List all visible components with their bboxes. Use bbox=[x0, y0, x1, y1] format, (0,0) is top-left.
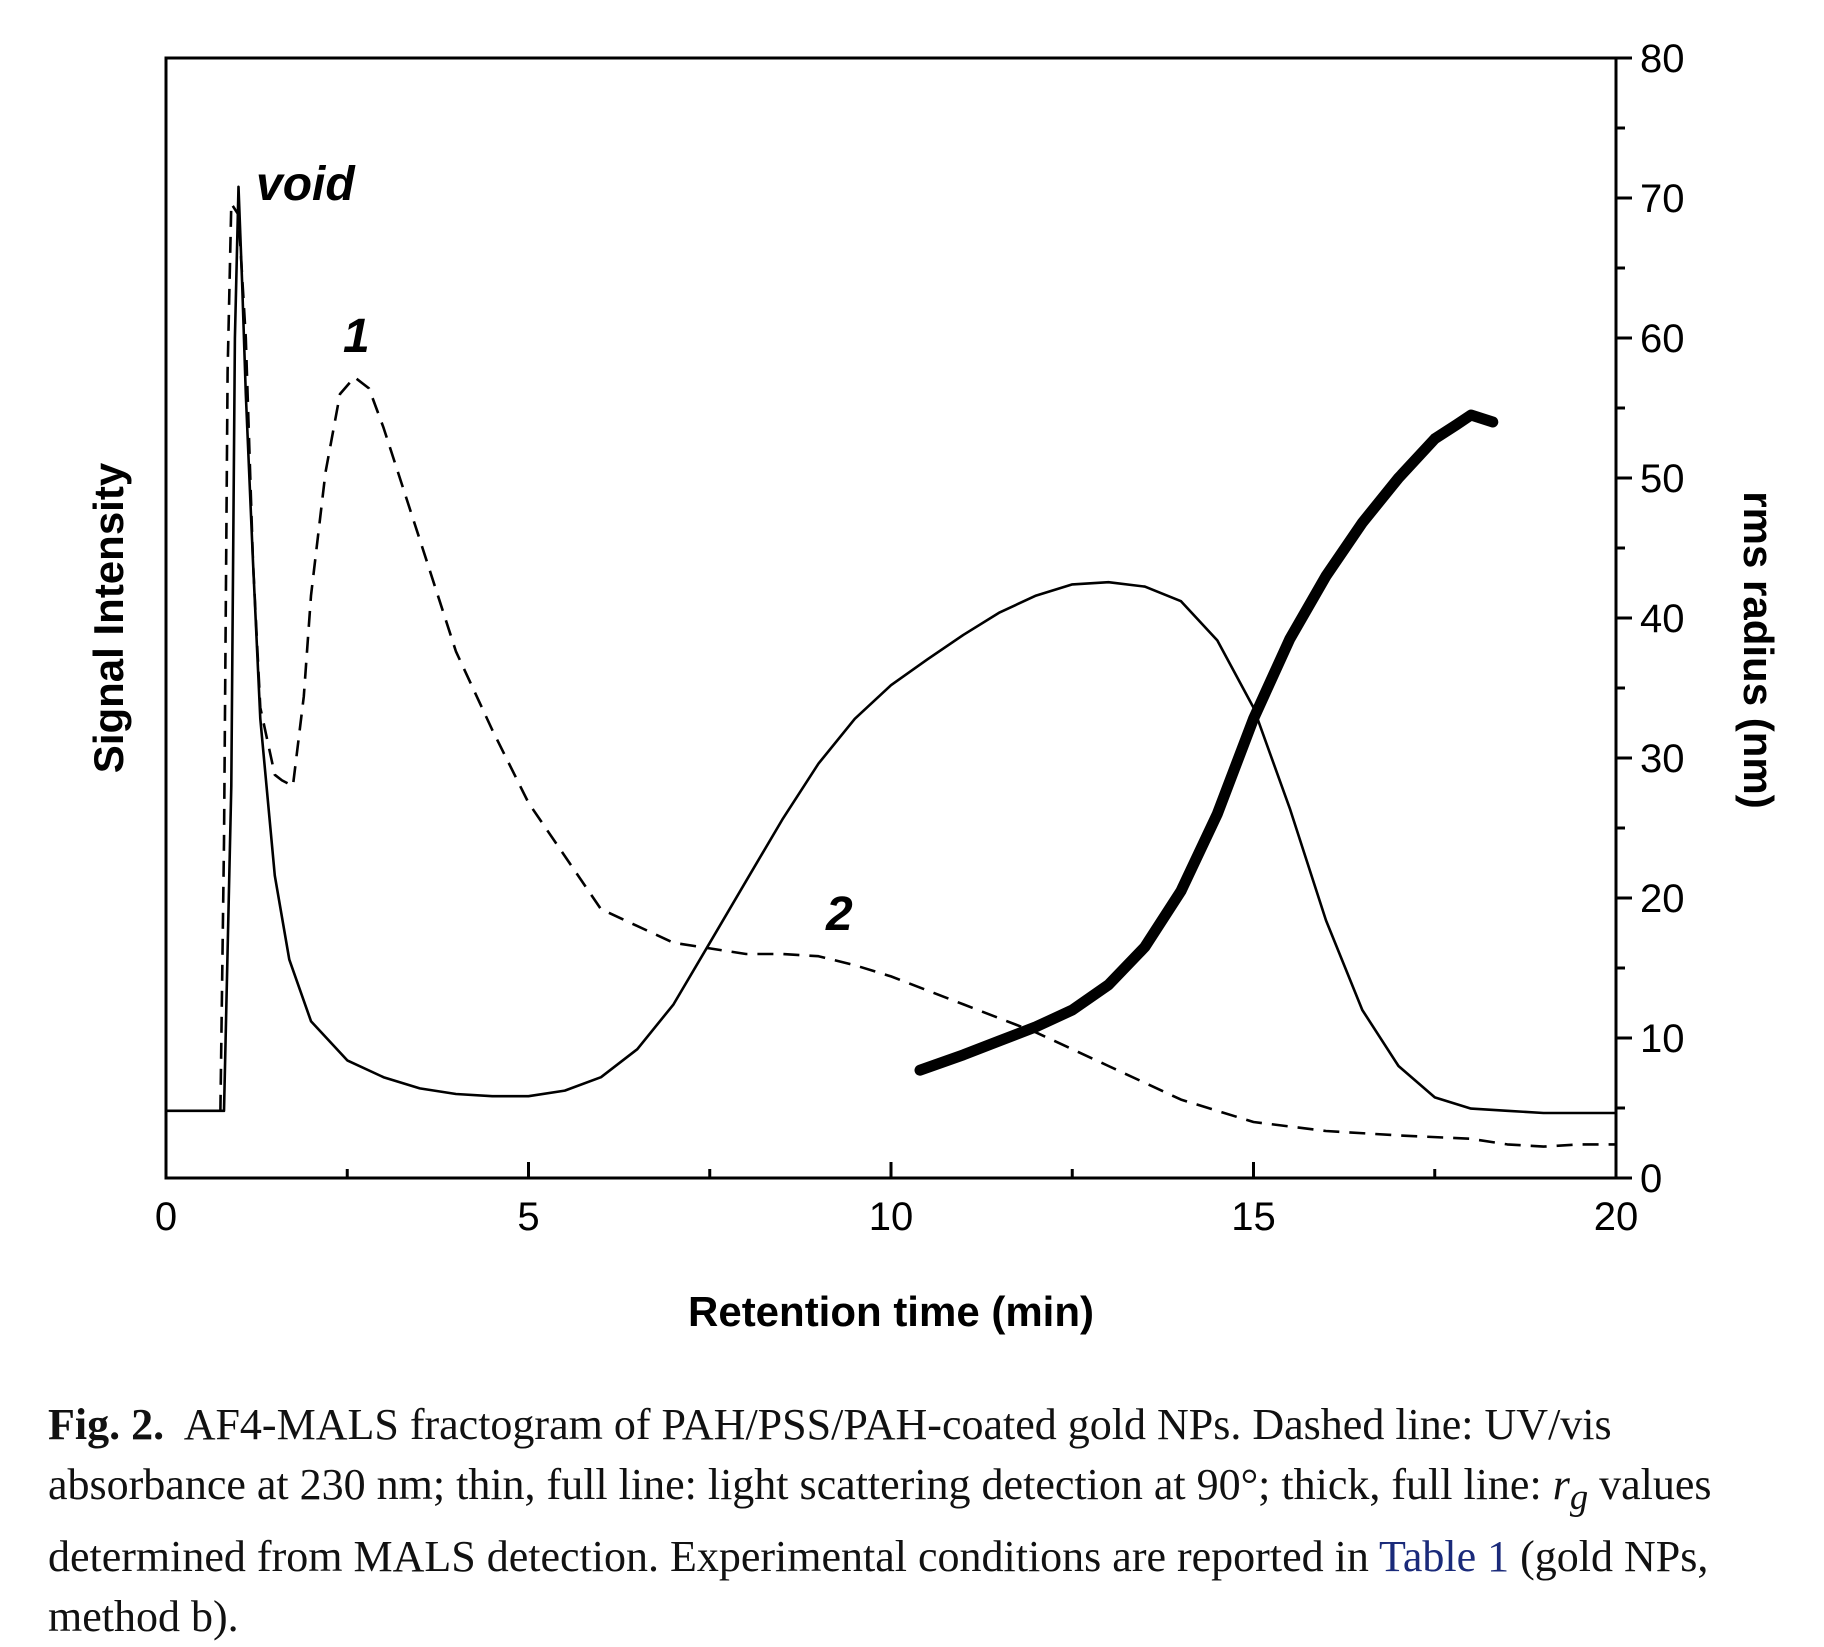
caption-text-3: (gold NPs, method b). bbox=[48, 1531, 1709, 1641]
annotation-void: void bbox=[256, 158, 356, 211]
x-tick-label: 20 bbox=[1594, 1195, 1639, 1239]
y2-tick-label: 80 bbox=[1640, 37, 1685, 81]
x-tick-label: 0 bbox=[155, 1195, 177, 1239]
chart: 0 5 10 15 20 0 10 20 30 40 50 60 70 80 void 1 2 Rete… bbox=[85, 37, 1782, 1335]
y2-tick-label: 50 bbox=[1640, 457, 1685, 501]
y2-tick-label: 30 bbox=[1640, 737, 1685, 781]
series-layer bbox=[166, 185, 1616, 1148]
y2-tick-label: 10 bbox=[1640, 1017, 1685, 1061]
y2-axis-label: rms radius (nm) bbox=[1735, 491, 1782, 808]
y-axis-label: Signal Intensity bbox=[85, 462, 132, 773]
caption-rg-subscript: g bbox=[1569, 1475, 1589, 1517]
plot-frame bbox=[164, 56, 1618, 1180]
x-tick-label: 10 bbox=[869, 1195, 914, 1239]
annotation-1: 1 bbox=[343, 310, 370, 363]
figure-caption: Fig. 2. AF4-MALS fractogram of PAH/PSS/P… bbox=[48, 1395, 1788, 1647]
y2-axis-ticks: 0 10 20 30 40 50 60 70 80 bbox=[1616, 37, 1685, 1201]
caption-text-2: values determined from MALS detection. E… bbox=[48, 1460, 1712, 1581]
x-axis-label: Retention time (min) bbox=[688, 1288, 1094, 1335]
caption-table-link[interactable]: Table 1 bbox=[1379, 1531, 1510, 1581]
x-tick-label: 15 bbox=[1231, 1195, 1276, 1239]
y2-tick-label: 70 bbox=[1640, 177, 1685, 221]
annotation-2: 2 bbox=[825, 888, 853, 941]
y2-tick-label: 60 bbox=[1640, 317, 1685, 361]
caption-label: Fig. 2. bbox=[48, 1400, 165, 1449]
series-line-solid-thin bbox=[166, 185, 1616, 1115]
y2-tick-label: 20 bbox=[1640, 877, 1685, 921]
caption-text: AF4-MALS fractogram of PAH/PSS/PAH-coate… bbox=[48, 1400, 1612, 1509]
x-tick-label: 5 bbox=[517, 1195, 539, 1239]
y2-tick-label: 40 bbox=[1640, 597, 1685, 641]
y2-tick-label: 0 bbox=[1640, 1157, 1662, 1201]
series-line-solid-thick bbox=[914, 409, 1499, 1076]
x-axis-ticks: 0 5 10 15 20 bbox=[155, 1162, 1638, 1239]
series-line-dashed bbox=[219, 202, 1616, 1148]
caption-rg-symbol: r bbox=[1552, 1460, 1570, 1509]
